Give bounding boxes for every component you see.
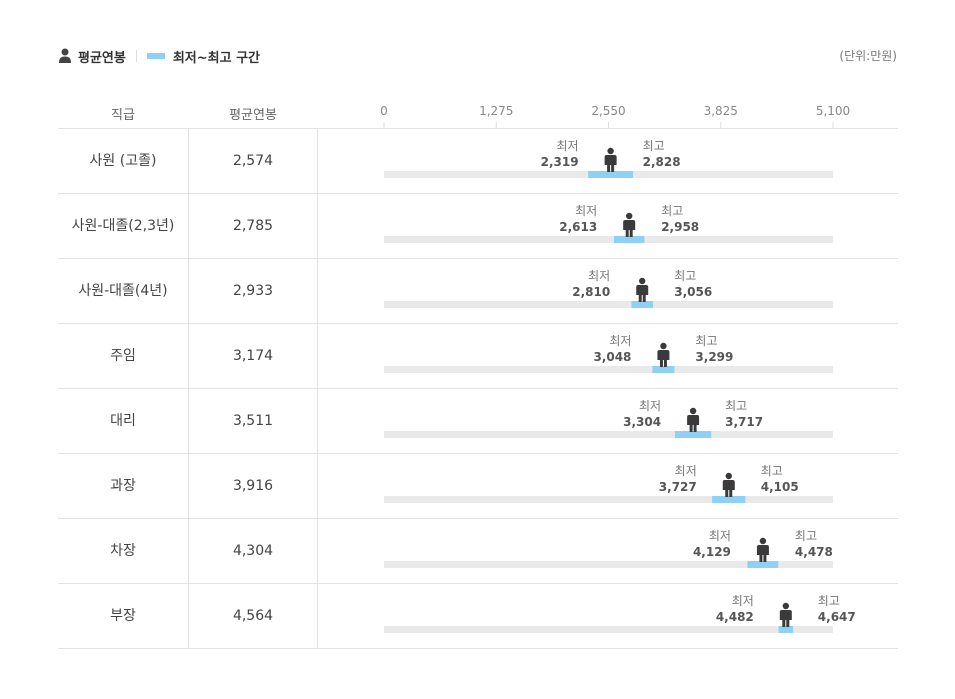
max-value: 3,299 (695, 350, 733, 364)
row-avg-salary: 2,785 (188, 194, 318, 258)
x-tick-label: 5,100 (816, 104, 850, 118)
avg-marker-person-icon (687, 407, 700, 432)
person-icon (59, 48, 71, 63)
avg-marker-person-icon (779, 602, 792, 627)
unit-label: (단위:만원) (839, 49, 897, 63)
min-label: 최저 (639, 399, 661, 413)
min-value: 3,048 (593, 350, 631, 364)
row-rank: 과장 (110, 478, 136, 494)
range-bar (674, 431, 712, 438)
x-tick-label: 3,825 (704, 104, 738, 118)
range-track (384, 496, 833, 503)
max-label: 최고 (818, 594, 840, 608)
x-tick-label: 1,275 (479, 104, 513, 118)
min-value: 3,304 (623, 415, 661, 429)
header-avg: 평균연봉 (229, 108, 277, 123)
row-rank: 대리 (110, 413, 136, 429)
min-value: 2,319 (541, 155, 579, 169)
header-rank: 직급 (111, 108, 135, 123)
row-avg-salary: 2,933 (188, 259, 318, 323)
max-value: 2,958 (661, 220, 699, 234)
legend-separator (135, 50, 137, 62)
row-avg-salary: 2,574 (188, 129, 318, 193)
avg-marker-person-icon (636, 277, 649, 302)
max-label: 최고 (761, 464, 783, 478)
min-value: 4,129 (693, 545, 731, 559)
min-label: 최저 (575, 204, 597, 218)
row-avg-salary: 4,304 (188, 519, 318, 583)
min-label: 최저 (732, 594, 754, 608)
row-avg-salary: 3,174 (188, 324, 318, 388)
legend-range-swatch (146, 53, 165, 59)
row-avg-salary: 3,511 (188, 389, 318, 453)
range-track (384, 301, 833, 308)
range-track (384, 431, 833, 438)
range-bar (652, 366, 675, 373)
table-row: 주임 3,174 (58, 324, 898, 389)
range-bar (712, 496, 746, 503)
min-label: 최저 (675, 464, 697, 478)
avg-marker-person-icon (756, 537, 769, 562)
x-tick-label: 2,550 (591, 104, 625, 118)
legend-range-label: 최저~최고 구간 (172, 50, 261, 66)
min-label: 최저 (709, 529, 731, 543)
row-rank: 사원-대졸(2,3년) (71, 218, 175, 234)
max-value: 3,717 (725, 415, 763, 429)
max-label: 최고 (674, 269, 696, 283)
max-label: 최고 (643, 139, 665, 153)
table-row: 사원-대졸(4년) 2,933 (58, 259, 898, 324)
table-row: 대리 3,511 (58, 389, 898, 454)
row-rank: 차장 (110, 543, 136, 559)
table-row: 차장 4,304 (58, 519, 898, 584)
max-label: 최고 (795, 529, 817, 543)
avg-marker-person-icon (657, 342, 670, 367)
chart-legend: 평균연봉 최저~최고 구간 (58, 46, 260, 66)
min-value: 2,810 (572, 285, 610, 299)
legend-avg-label: 평균연봉 (78, 50, 126, 66)
max-value: 4,105 (761, 480, 799, 494)
range-track (384, 366, 833, 373)
min-label: 최저 (588, 269, 610, 283)
max-value: 4,478 (795, 545, 833, 559)
avg-marker-person-icon (623, 212, 636, 237)
min-value: 3,727 (659, 480, 697, 494)
x-tick-label: 0 (380, 104, 388, 118)
avg-marker-person-icon (604, 147, 617, 172)
min-value: 4,482 (716, 610, 754, 624)
table-row: 사원 (고졸) 2,574 (58, 129, 898, 194)
min-value: 2,613 (559, 220, 597, 234)
range-track (384, 236, 833, 243)
row-avg-salary: 3,916 (188, 454, 318, 518)
max-value: 4,647 (818, 610, 856, 624)
min-label: 최저 (609, 334, 631, 348)
avg-marker-person-icon (722, 472, 735, 497)
row-rank: 부장 (110, 608, 136, 624)
max-value: 2,828 (643, 155, 681, 169)
range-bar (614, 236, 645, 243)
table-row: 부장 4,564 (58, 584, 898, 649)
max-label: 최고 (661, 204, 683, 218)
range-track (384, 626, 833, 633)
row-rank: 사원-대졸(4년) (78, 283, 168, 299)
max-value: 3,056 (674, 285, 712, 299)
max-label: 최고 (725, 399, 747, 413)
max-label: 최고 (695, 334, 717, 348)
range-bar (747, 561, 779, 568)
range-bar (631, 301, 654, 308)
row-avg-salary: 4,564 (188, 584, 318, 648)
row-rank: 사원 (고졸) (89, 153, 157, 169)
range-track (384, 561, 833, 568)
table-body: 사원 (고졸) 2,574 사원-대졸(2,3년) 2,785 사원-대졸(4년) 2,9… (58, 129, 898, 649)
table-row: 사원-대졸(2,3년) 2,785 (58, 194, 898, 259)
table-header: 직급 평균연봉 (58, 96, 898, 129)
table-row: 과장 3,916 (58, 454, 898, 519)
row-rank: 주임 (110, 348, 136, 364)
range-bar (588, 171, 633, 178)
min-label: 최저 (557, 139, 579, 153)
range-bar (778, 626, 794, 633)
